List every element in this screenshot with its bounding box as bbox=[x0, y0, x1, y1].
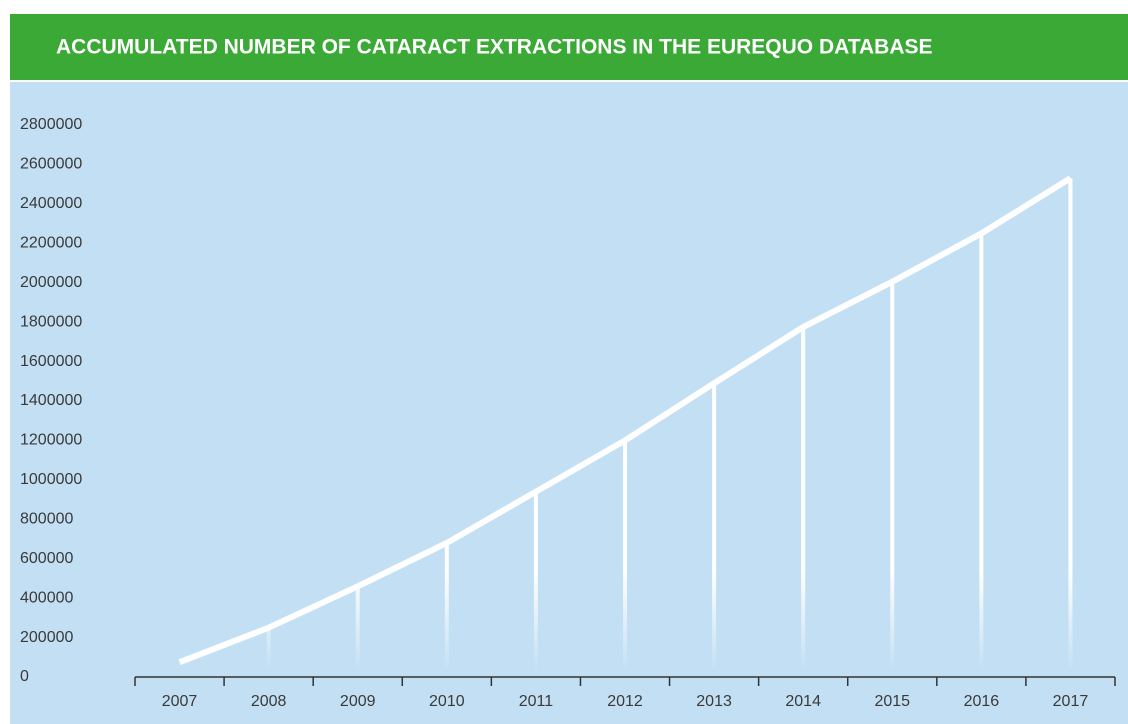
y-tick-label: 2400000 bbox=[20, 195, 82, 212]
x-tick-label: 2017 bbox=[1053, 693, 1089, 710]
y-tick-label: 2000000 bbox=[20, 274, 82, 291]
data-line bbox=[178, 175, 1073, 666]
y-tick-label: 1600000 bbox=[20, 353, 82, 370]
y-tick-label: 1400000 bbox=[20, 392, 82, 409]
y-tick-label: 1000000 bbox=[20, 471, 82, 488]
y-tick-label: 1800000 bbox=[20, 313, 82, 330]
y-tick-label: 200000 bbox=[20, 629, 73, 646]
y-tick-label: 2200000 bbox=[20, 235, 82, 252]
x-tick-label: 2010 bbox=[429, 693, 465, 710]
header-bar bbox=[10, 14, 1128, 80]
y-tick-label: 1200000 bbox=[20, 432, 82, 449]
y-tick-label: 800000 bbox=[20, 511, 73, 528]
y-tick-label: 2600000 bbox=[20, 156, 82, 173]
y-tick-label: 400000 bbox=[20, 589, 73, 606]
x-tick-label: 2014 bbox=[785, 693, 821, 710]
y-tick-label: 0 bbox=[20, 668, 29, 685]
x-tick-label: 2012 bbox=[607, 693, 643, 710]
x-tick-label: 2015 bbox=[874, 693, 910, 710]
chart-title: ACCUMULATED NUMBER OF CATARACT EXTRACTIO… bbox=[56, 36, 933, 59]
y-tick-label: 600000 bbox=[20, 550, 73, 567]
x-tick-label: 2011 bbox=[519, 693, 554, 710]
x-tick-label: 2016 bbox=[964, 693, 1000, 710]
x-tick-label: 2009 bbox=[340, 693, 376, 710]
y-tick-label: 2800000 bbox=[20, 116, 82, 133]
x-tick-label: 2013 bbox=[696, 693, 732, 710]
plot-background bbox=[10, 82, 1128, 724]
x-tick-label: 2008 bbox=[251, 693, 287, 710]
x-tick-label: 2007 bbox=[162, 693, 198, 710]
